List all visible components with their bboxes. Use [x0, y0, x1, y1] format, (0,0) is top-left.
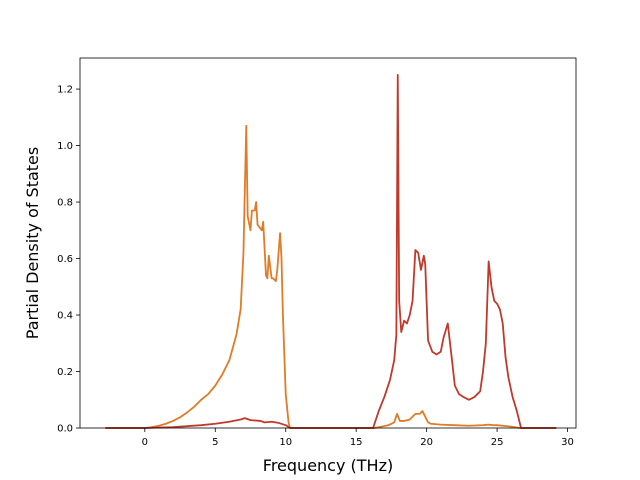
x-axis: 0 5 10 15 20 25 30 [142, 428, 574, 448]
plot-frame [79, 57, 577, 429]
y-axis-label: Partial Density of States [23, 147, 42, 339]
x-tick-label: 5 [212, 437, 218, 448]
x-tick-label: 15 [350, 437, 363, 448]
y-tick-label: 1.0 [57, 141, 73, 152]
x-tick-label: 30 [561, 437, 574, 448]
x-tick-label: 25 [491, 437, 504, 448]
x-tick-label: 0 [142, 437, 148, 448]
y-tick-label: 0.6 [57, 254, 73, 265]
y-tick-label: 0.4 [57, 311, 73, 322]
series-line-1 [105, 124, 557, 429]
y-axis: 0.0 0.2 0.4 0.6 0.8 1.0 1.2 [57, 85, 80, 435]
x-tick-label: 10 [279, 437, 292, 448]
series-line-2 [105, 74, 557, 429]
y-tick-label: 0.2 [57, 367, 73, 378]
y-tick-label: 0.0 [57, 424, 73, 435]
x-axis-label: Frequency (THz) [263, 456, 393, 475]
x-tick-label: 20 [420, 437, 433, 448]
y-tick-label: 1.2 [57, 85, 73, 96]
y-tick-label: 0.8 [57, 198, 73, 209]
series-layer [105, 74, 557, 429]
